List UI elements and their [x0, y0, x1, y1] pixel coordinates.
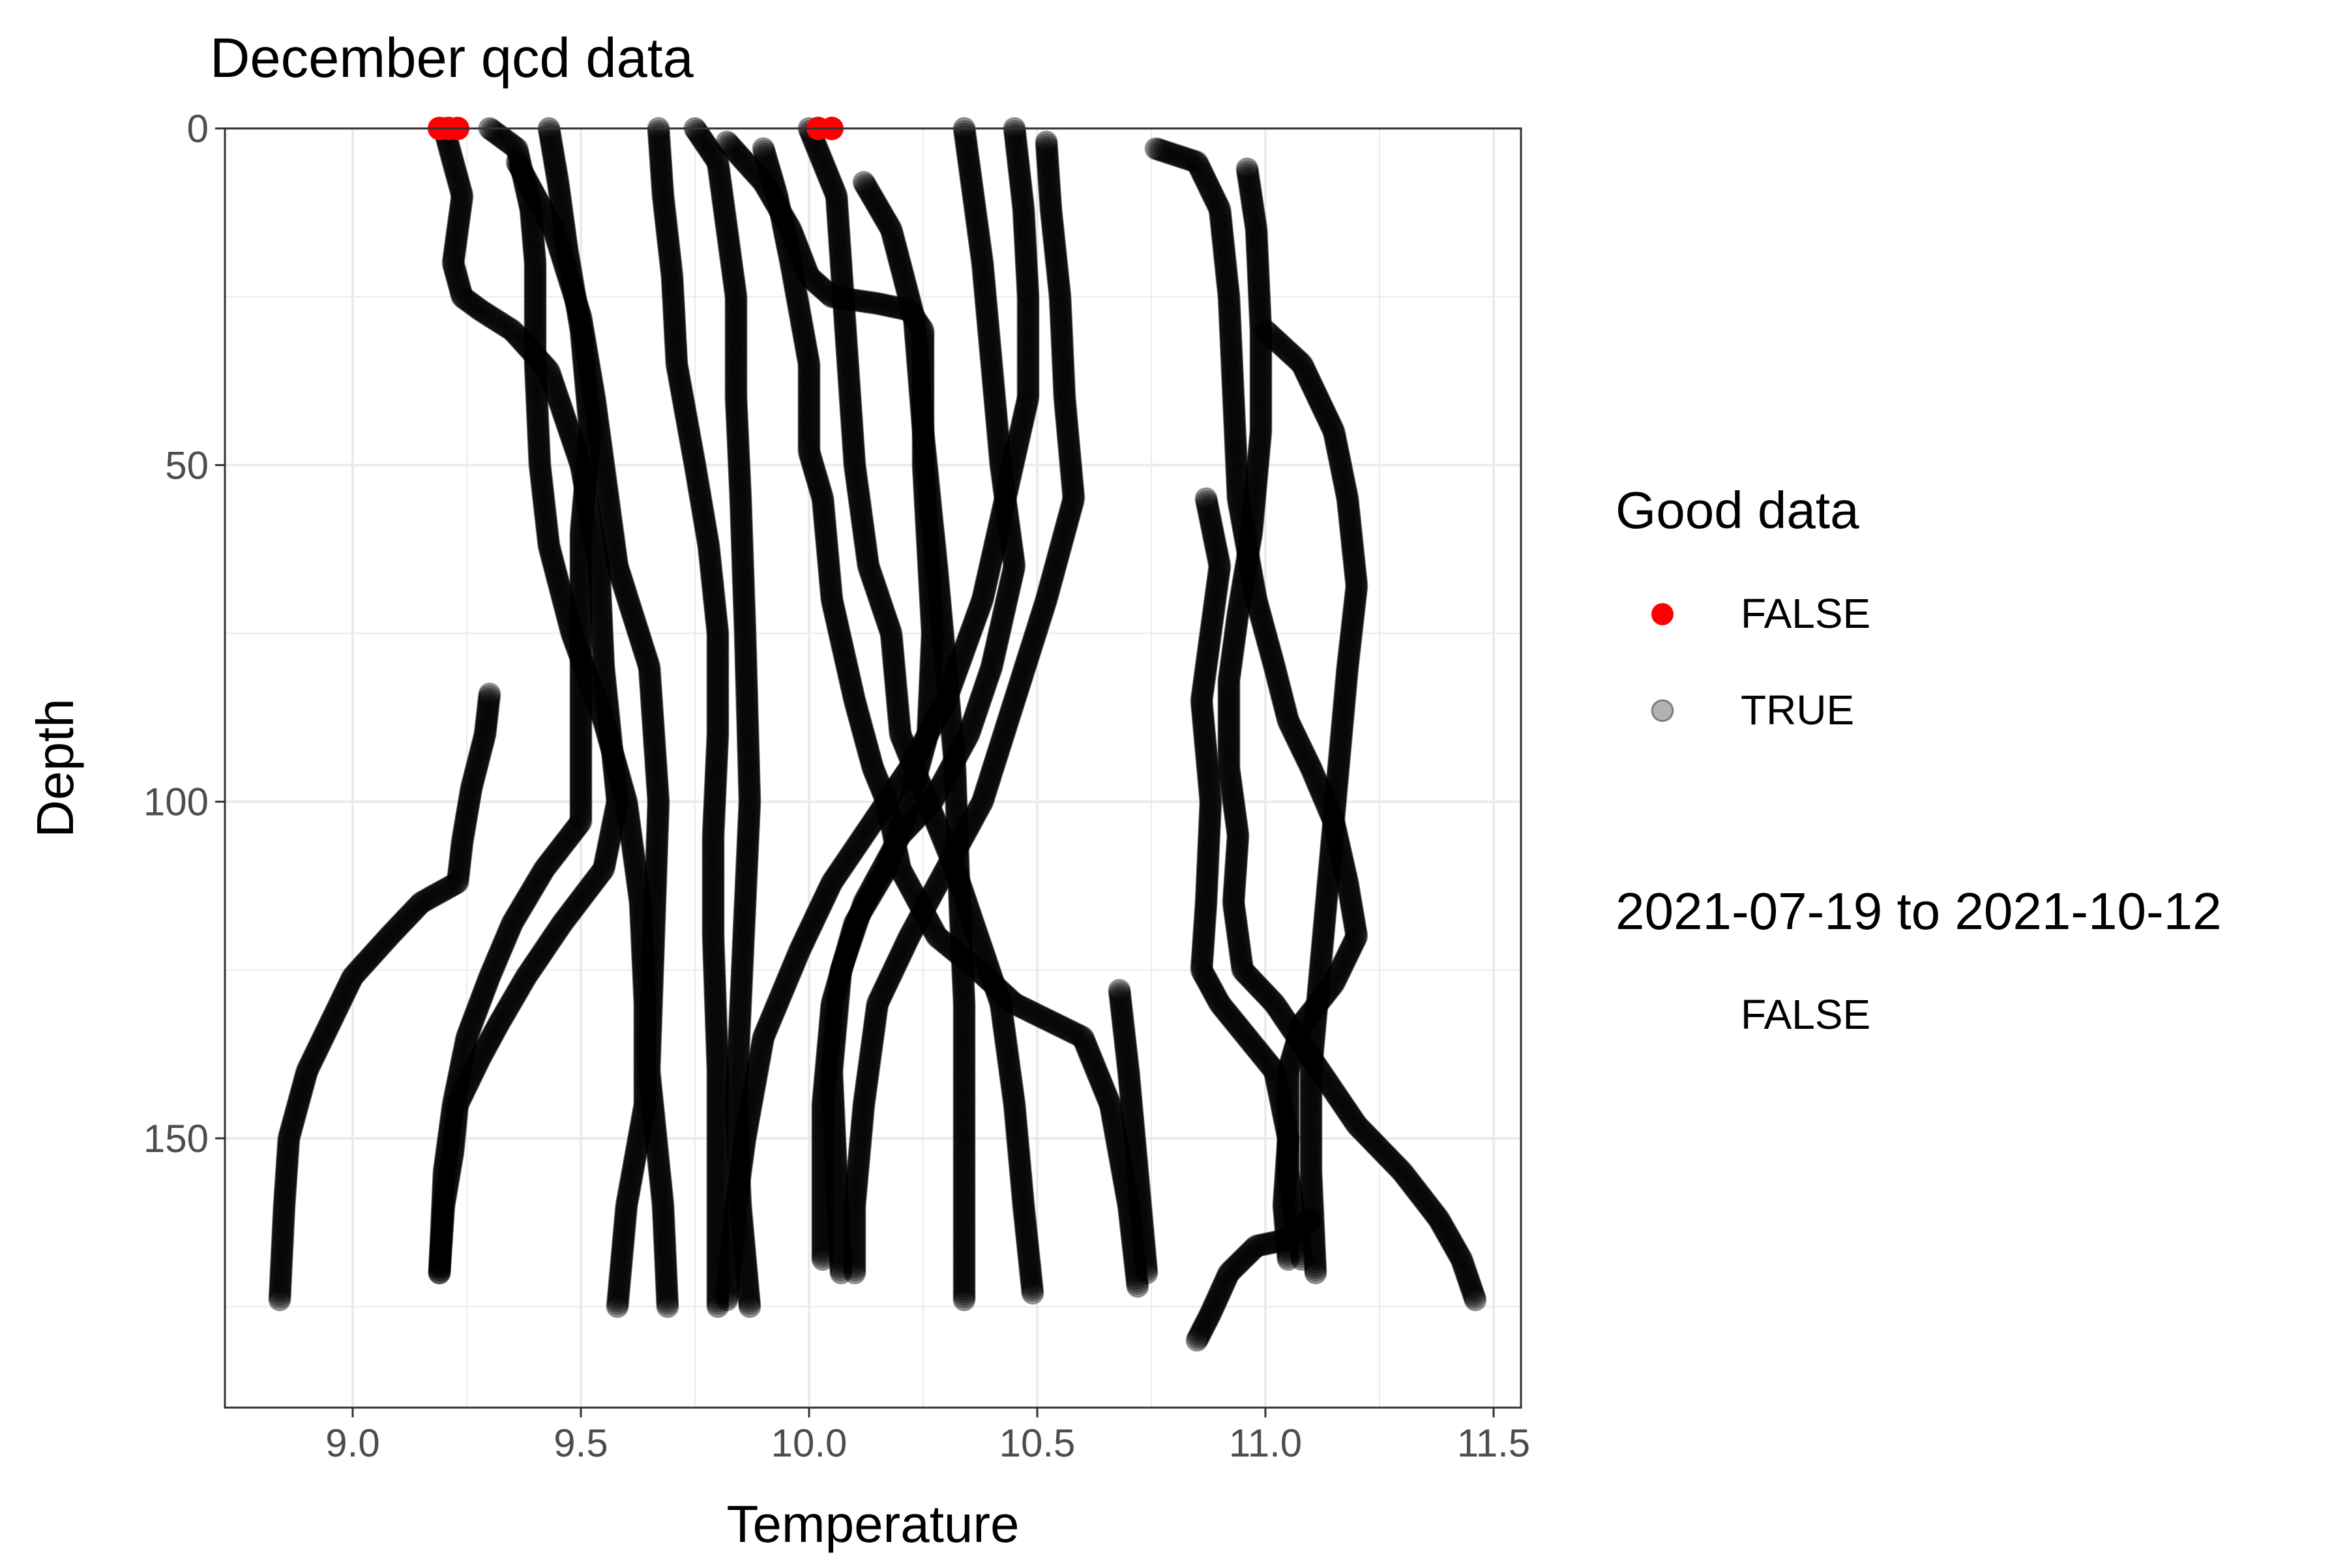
good-data-point [657, 1296, 678, 1317]
good-data-point [607, 1296, 628, 1317]
good-data-point [429, 1263, 450, 1284]
good-data-point [1022, 1283, 1043, 1304]
good-data-point [269, 1290, 290, 1310]
good-data-point [739, 1296, 760, 1317]
good-data-point [954, 1290, 975, 1310]
